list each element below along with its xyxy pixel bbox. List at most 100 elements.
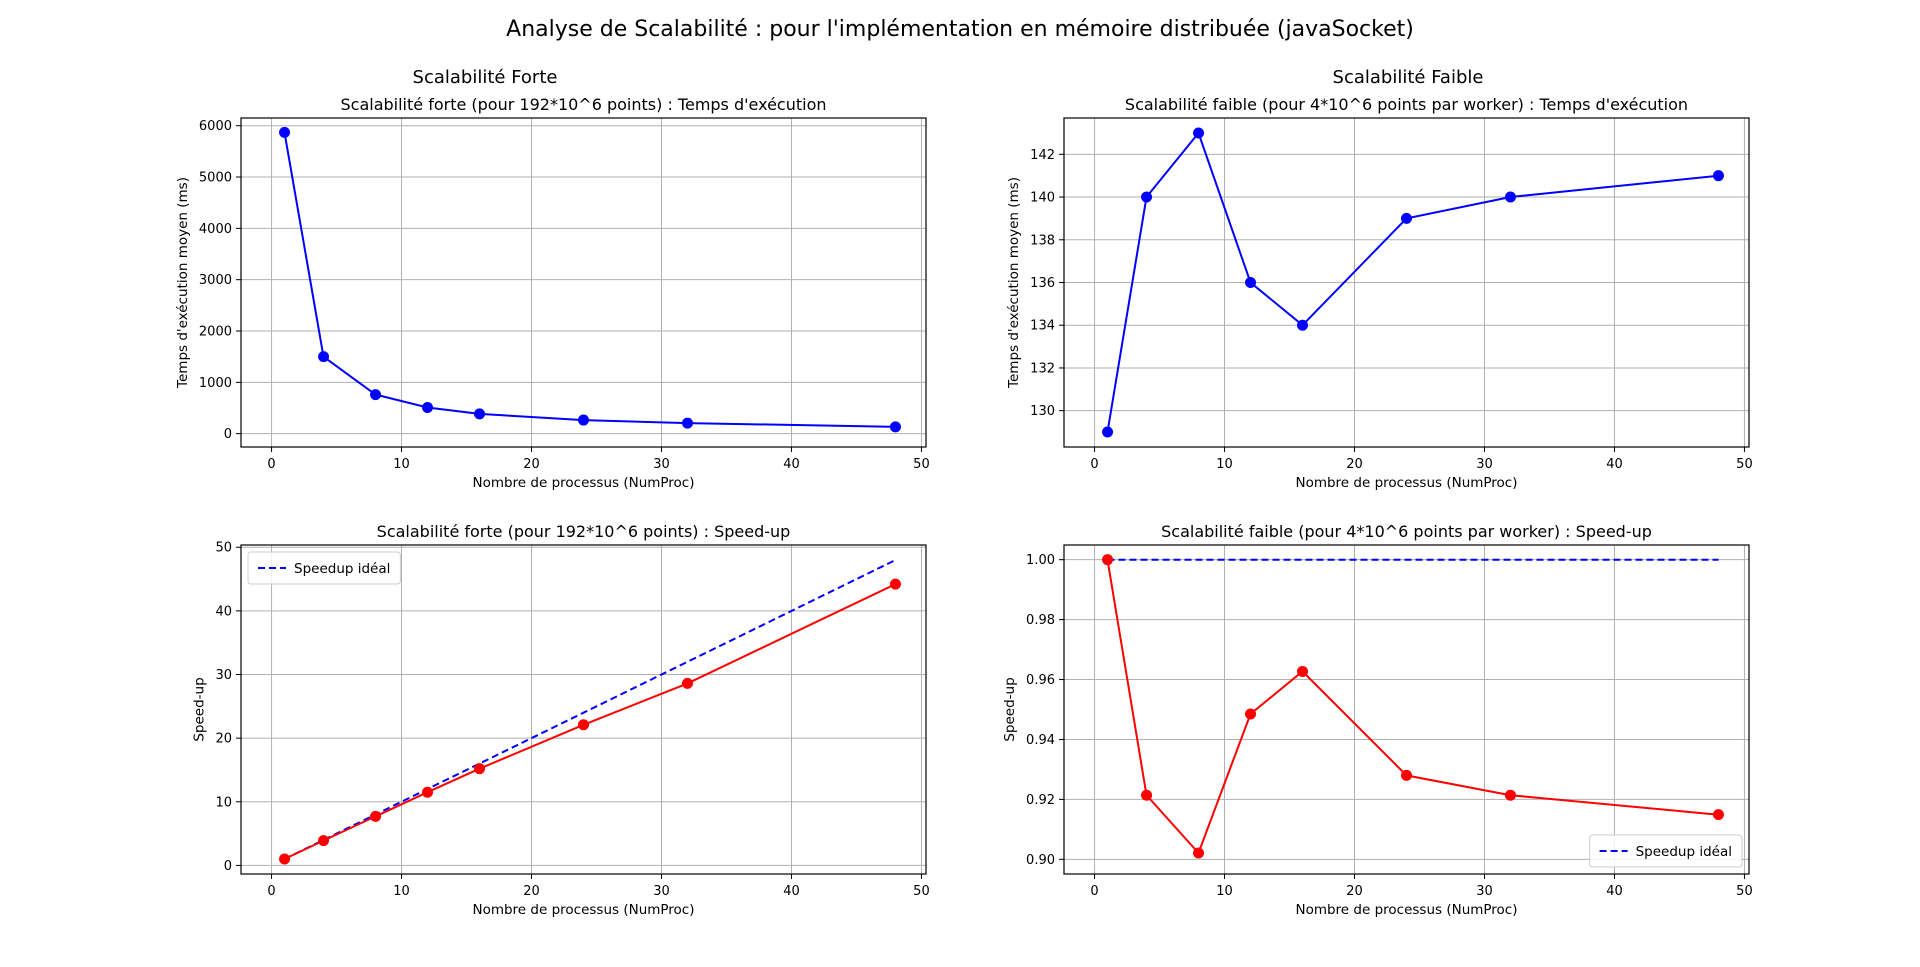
y-tick-label: 0.92 bbox=[1026, 793, 1055, 808]
data-point bbox=[318, 835, 330, 847]
y-tick-label: 138 bbox=[1030, 233, 1055, 248]
data-point bbox=[370, 810, 382, 822]
data-point bbox=[578, 414, 589, 426]
y-tick-label: 1000 bbox=[199, 376, 232, 391]
y-tick-label: 140 bbox=[1030, 191, 1055, 206]
data-point bbox=[1504, 789, 1516, 801]
data-point bbox=[1245, 277, 1257, 288]
y-tick-label: 5000 bbox=[199, 171, 232, 186]
y-tick-label: 50 bbox=[215, 541, 232, 556]
x-tick-label: 10 bbox=[1216, 884, 1233, 899]
x-tick-label: 10 bbox=[393, 884, 410, 899]
data-point bbox=[1141, 191, 1153, 203]
legend: Speedup idéal bbox=[247, 551, 401, 585]
x-tick-label: 30 bbox=[1476, 884, 1493, 899]
x-tick-label: 10 bbox=[393, 457, 410, 472]
data-point bbox=[889, 578, 901, 590]
y-tick-label: 130 bbox=[1030, 404, 1055, 419]
data-point bbox=[889, 421, 901, 433]
data-point bbox=[474, 763, 486, 775]
y-tick-label: 142 bbox=[1030, 148, 1055, 163]
y-axis-label: Temps d'exécution moyen (ms) bbox=[1006, 177, 1022, 389]
x-tick-label: 40 bbox=[1606, 457, 1623, 472]
chart-weak-time: 0 10 20 30 40 50 130 132 134 136 138 140 142 Scalabil… bbox=[1006, 95, 1753, 491]
chart-weak-speedup: 0 10 20 30 40 50 0.90 0.92 0.94 0.96 0.98 1.00 Scala… bbox=[1002, 522, 1753, 918]
data-point bbox=[1401, 769, 1412, 781]
x-tick-label: 0 bbox=[267, 457, 275, 472]
x-tick-label: 20 bbox=[1346, 457, 1363, 472]
x-tick-label: 0 bbox=[1090, 457, 1098, 472]
y-tick-label: 132 bbox=[1030, 361, 1055, 376]
legend: Speedup idéal bbox=[1589, 834, 1743, 868]
y-tick-label: 1.00 bbox=[1026, 553, 1055, 568]
y-tick-label: 4000 bbox=[199, 222, 232, 237]
x-tick-label: 50 bbox=[1736, 884, 1753, 899]
x-tick-label: 40 bbox=[783, 884, 800, 899]
y-tick-label: 3000 bbox=[199, 273, 232, 288]
x-tick-label: 50 bbox=[913, 884, 930, 899]
series-line-measured bbox=[1106, 559, 1719, 855]
y-tick-label: 0 bbox=[224, 427, 232, 442]
x-tick-label: 20 bbox=[523, 457, 540, 472]
plot-frame bbox=[240, 544, 927, 875]
charts: 0 10 20 30 40 500100020003000400050006000Scal… bbox=[175, 95, 1753, 918]
chart-title: Scalabilité forte (pour 192*10^6 points)… bbox=[377, 522, 791, 541]
legend-frame bbox=[247, 551, 401, 585]
y-tick-label: 136 bbox=[1030, 276, 1055, 291]
data-point bbox=[422, 401, 434, 413]
y-tick-label: 0.90 bbox=[1026, 853, 1055, 868]
data-point bbox=[279, 126, 291, 138]
x-tick-label: 0 bbox=[267, 884, 275, 899]
data-point bbox=[279, 853, 291, 865]
plot-frame bbox=[240, 117, 927, 448]
y-tick-label: 0.96 bbox=[1026, 673, 1055, 688]
data-point bbox=[1297, 319, 1309, 331]
x-axis-label: Nombre de processus (NumProc) bbox=[1295, 902, 1517, 918]
data-point bbox=[1102, 554, 1114, 566]
y-tick-label: 0.94 bbox=[1026, 733, 1055, 748]
data-point bbox=[318, 351, 330, 363]
x-axis-label: Nombre de processus (NumProc) bbox=[472, 902, 694, 918]
y-axis-label: Temps d'exécution moyen (ms) bbox=[175, 177, 191, 389]
y-tick-label: 0.98 bbox=[1026, 613, 1055, 628]
y-tick-label: 30 bbox=[215, 668, 232, 683]
chart-strong-speedup: 0 10 20 30 40 50 0 10 20 30 40 50 Scalabilité forte … bbox=[191, 522, 929, 918]
x-tick-label: 50 bbox=[913, 457, 930, 472]
data-point bbox=[1504, 191, 1516, 203]
data-point bbox=[1193, 127, 1205, 139]
data-point bbox=[1297, 665, 1309, 677]
series-line-measured bbox=[1106, 130, 1719, 433]
figure-title: Analyse de Scalabilité : pour l'implémen… bbox=[506, 17, 1414, 42]
x-tick-label: 40 bbox=[1606, 884, 1623, 899]
data-point bbox=[1245, 708, 1257, 720]
y-tick-label: 134 bbox=[1030, 319, 1055, 334]
x-tick-label: 40 bbox=[783, 457, 800, 472]
data-point bbox=[681, 677, 693, 689]
y-tick-label: 6000 bbox=[199, 119, 232, 134]
data-point bbox=[681, 417, 693, 429]
data-point bbox=[1141, 789, 1153, 801]
column-title-weak: Scalabilité Faible bbox=[1333, 67, 1484, 88]
x-tick-label: 50 bbox=[1736, 457, 1753, 472]
x-tick-label: 10 bbox=[1216, 457, 1233, 472]
x-tick-label: 20 bbox=[1346, 884, 1363, 899]
x-tick-label: 30 bbox=[653, 457, 670, 472]
series-line-measured bbox=[284, 583, 896, 860]
data-point bbox=[1401, 212, 1412, 224]
data-point bbox=[474, 408, 486, 420]
chart-title: Scalabilité forte (pour 192*10^6 points)… bbox=[341, 95, 827, 114]
y-tick-label: 0 bbox=[224, 859, 232, 874]
x-tick-label: 0 bbox=[1090, 884, 1098, 899]
y-axis-label: Speed-up bbox=[191, 677, 207, 741]
chart-title: Scalabilité faible (pour 4*10^6 points p… bbox=[1125, 95, 1688, 114]
y-axis-label: Speed-up bbox=[1002, 677, 1018, 741]
data-point bbox=[1712, 809, 1724, 821]
y-tick-label: 2000 bbox=[199, 325, 232, 340]
legend-frame bbox=[1589, 834, 1743, 868]
y-tick-label: 20 bbox=[215, 732, 232, 747]
chart-title: Scalabilité faible (pour 4*10^6 points p… bbox=[1161, 522, 1652, 541]
data-point bbox=[370, 389, 382, 401]
x-tick-label: 20 bbox=[523, 884, 540, 899]
x-axis-label: Nombre de processus (NumProc) bbox=[1295, 475, 1517, 491]
legend-label: Speedup idéal bbox=[1636, 844, 1732, 860]
